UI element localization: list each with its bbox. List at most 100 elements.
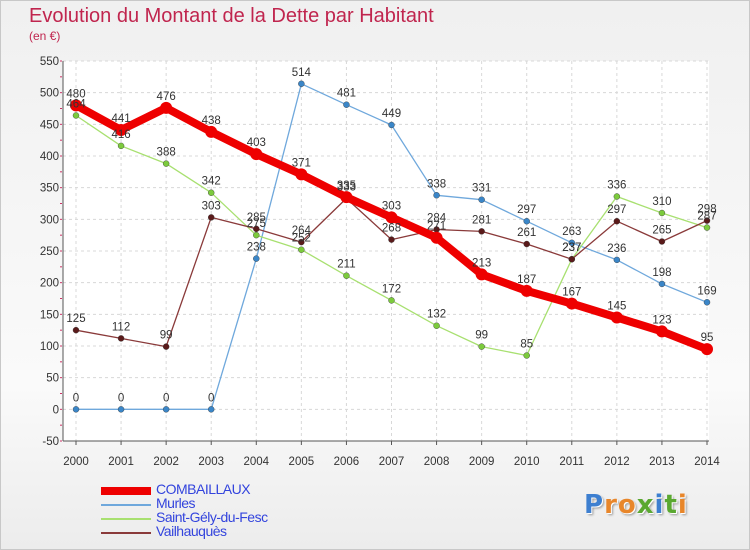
x-tick-label: 2005: [289, 456, 315, 468]
data-point: [162, 406, 170, 413]
data-label: 342: [202, 176, 221, 188]
x-tick-label: 2009: [469, 456, 495, 468]
data-point: [208, 189, 215, 196]
y-tick-label: -50: [42, 436, 59, 448]
data-label: 85: [520, 339, 533, 351]
data-point: [298, 238, 305, 246]
y-tick-label: 300: [40, 214, 59, 226]
x-tick-label: 2007: [379, 456, 405, 468]
x-tick-label: 2006: [334, 456, 360, 468]
data-label: 264: [292, 225, 312, 237]
data-point: [117, 406, 125, 413]
data-label: 261: [517, 227, 536, 239]
data-point: [433, 192, 440, 199]
data-point: [72, 406, 80, 413]
data-point: [478, 343, 485, 350]
y-tick-label: 550: [40, 56, 59, 68]
data-point: [343, 101, 350, 108]
chart-unit-label: (en €): [29, 29, 61, 43]
data-point: [298, 80, 305, 88]
data-label: 132: [427, 309, 446, 321]
data-label: 0: [118, 392, 124, 404]
series-lines: [70, 80, 713, 413]
data-point: [160, 101, 173, 114]
data-point: [613, 256, 621, 264]
chart-title: Evolution du Montant de la Dette par Hab…: [29, 5, 434, 27]
data-label: 480: [66, 88, 85, 100]
legend-label: Saint-Gély-du-Fesc: [156, 509, 268, 525]
data-labels: 0 0 0 0 238 514 481 449 338 331 297 263 236 198 169 464…: [66, 67, 716, 405]
data-point: [385, 211, 398, 224]
legend-label: Murles: [156, 495, 196, 511]
data-point: [208, 406, 215, 413]
y-tick-label: 250: [40, 246, 59, 258]
data-point: [162, 343, 170, 350]
y-tick-label: 50: [46, 373, 59, 385]
data-label: 237: [562, 242, 581, 254]
data-point: [658, 280, 666, 288]
x-tick-label: 2000: [63, 456, 89, 468]
data-point: [343, 272, 350, 279]
x-tick-label: 2008: [424, 456, 450, 468]
data-label: 271: [427, 221, 446, 233]
data-point: [388, 236, 395, 243]
data-label: 333: [337, 181, 356, 193]
legend-label: Vailhauquès: [156, 523, 227, 539]
x-tick-label: 2011: [559, 456, 584, 468]
data-point: [568, 256, 575, 263]
x-tick-label: 2001: [108, 456, 134, 468]
data-label: 123: [652, 314, 671, 326]
x-tick-label: 2013: [649, 456, 675, 468]
data-point: [475, 268, 488, 281]
data-point: [658, 209, 666, 217]
data-label: 125: [66, 313, 85, 325]
data-point: [523, 240, 530, 248]
y-tick-label: 350: [40, 183, 59, 195]
data-label: 335: [337, 180, 356, 192]
x-tick-label: 2004: [243, 456, 269, 468]
data-point: [568, 239, 575, 246]
data-label: 336: [607, 180, 626, 192]
data-label: 331: [472, 183, 491, 195]
data-point: [205, 125, 218, 138]
data-point: [658, 238, 666, 245]
data-label: 449: [382, 108, 401, 120]
data-label: 303: [382, 200, 401, 212]
data-label: 464: [66, 98, 86, 110]
data-label: 303: [202, 200, 221, 212]
data-label: 99: [160, 330, 173, 342]
data-point: [523, 352, 530, 359]
data-point: [295, 168, 308, 181]
data-label: 310: [652, 196, 671, 208]
data-label: 297: [517, 204, 536, 216]
data-label: 388: [157, 147, 176, 159]
y-tick-label: 400: [40, 151, 59, 163]
data-label: 438: [202, 115, 221, 127]
data-label: 481: [337, 88, 356, 100]
data-label: 338: [427, 178, 446, 190]
data-point: [613, 193, 621, 200]
data-point: [478, 196, 485, 203]
y-tick-label: 0: [53, 404, 59, 416]
x-tick-label: 2002: [153, 456, 179, 468]
data-label: 169: [697, 285, 716, 297]
data-point: [613, 218, 621, 225]
axes: -50 0 50 100 150 200 250 300 350 400 450 500 550 2000…: [40, 56, 721, 468]
data-point: [565, 297, 578, 310]
data-point: [253, 231, 260, 239]
x-tick-label: 2003: [198, 456, 224, 468]
data-label: 371: [292, 157, 311, 169]
data-point: [117, 142, 125, 150]
data-label: 416: [111, 129, 130, 141]
data-point: [703, 217, 711, 224]
data-point: [655, 325, 668, 338]
x-tick-label: 2012: [604, 456, 630, 468]
data-label: 167: [562, 287, 581, 299]
data-label: 403: [247, 137, 266, 149]
data-label: 252: [292, 233, 311, 245]
y-tick-label: 100: [40, 341, 59, 353]
data-point: [703, 299, 711, 306]
data-label: 441: [111, 113, 130, 125]
